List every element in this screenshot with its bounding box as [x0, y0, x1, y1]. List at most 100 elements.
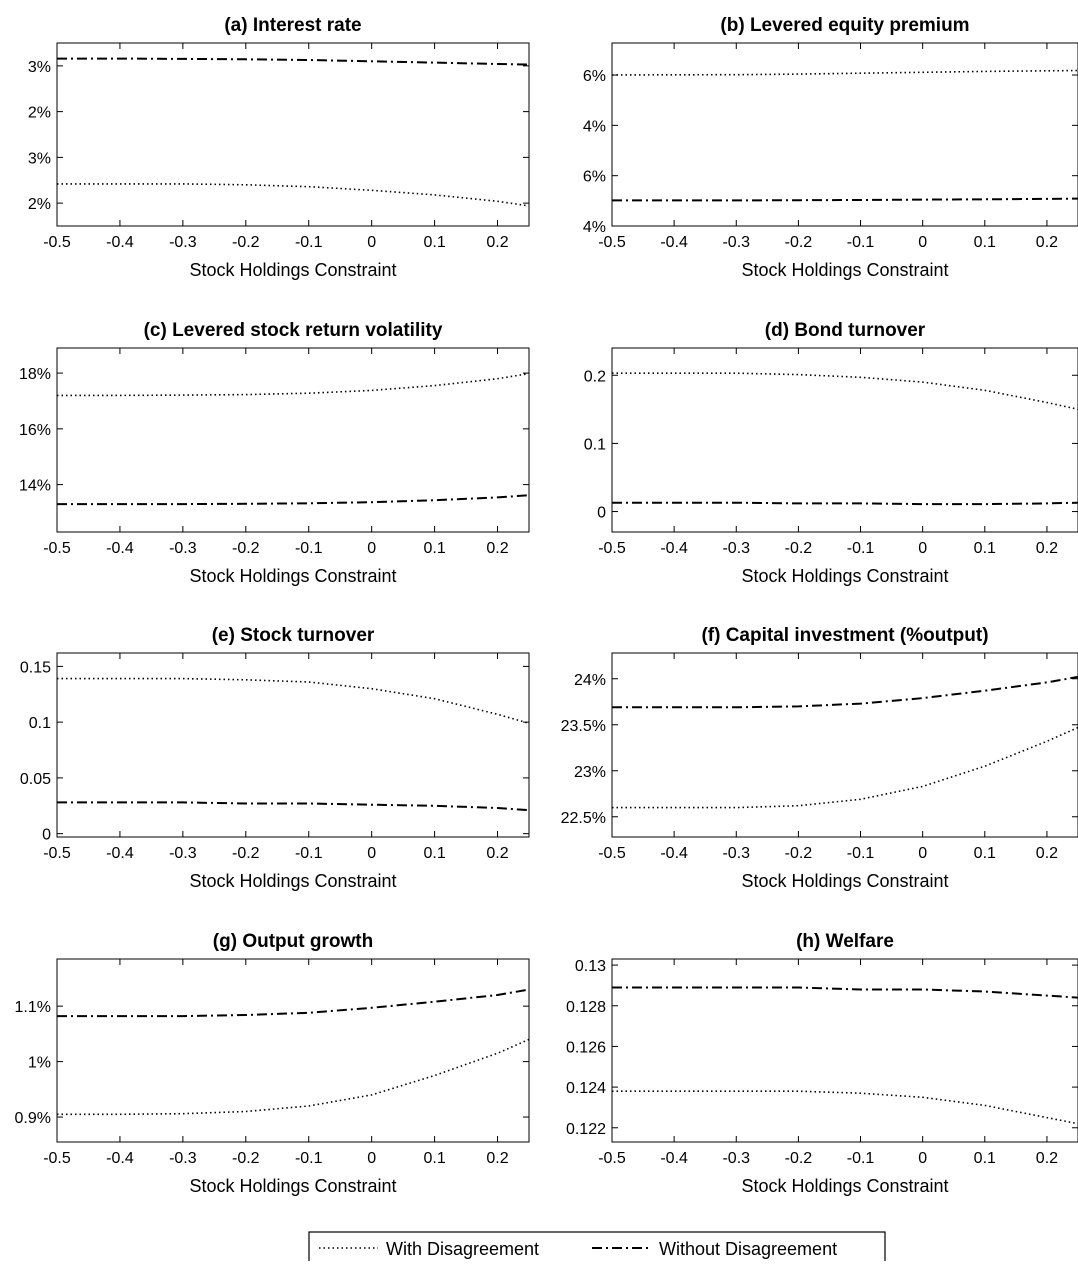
panel-b-axes-box	[611, 42, 1078, 227]
panel-a-xtick-label: -0.1	[295, 234, 323, 251]
panel-e-ytick-label: 0.1	[29, 715, 51, 732]
panel-d-xtick-label: -0.5	[598, 540, 626, 557]
panel-g-xtick-label: 0	[367, 1150, 376, 1167]
panel-f-ytick-label: 23%	[574, 764, 606, 781]
panel-h-axes-box	[611, 958, 1078, 1143]
panel-d-ytick-label: 0.1	[584, 436, 606, 453]
panel-h-ytick-label: 0.126	[566, 1039, 606, 1056]
panel-b-title: (b) Levered equity premium	[720, 15, 969, 36]
panel-b-xtick-label: -0.1	[847, 234, 875, 251]
panel-h-ytick-label: 0.124	[566, 1080, 606, 1097]
panel-h-ytick-label: 0.128	[566, 999, 606, 1016]
panel-f-axes-box	[611, 652, 1078, 838]
panel-b-xtick-label: 0.1	[974, 234, 996, 251]
panel-f-xtick-label: 0.1	[974, 845, 996, 862]
panel-f-xtick-label: 0.2	[1036, 845, 1058, 862]
panel-h-xlabel: Stock Holdings Constraint	[741, 1176, 948, 1196]
panel-h-ytick-label: 0.122	[566, 1121, 606, 1138]
panel-h-xtick-label: -0.4	[660, 1150, 688, 1167]
panel-d-ytick-label: 0.2	[584, 368, 606, 385]
panel-h-xtick-label: -0.2	[785, 1150, 813, 1167]
panel-c-series-without-disagreement	[57, 494, 530, 506]
panel-e-xtick-label: -0.5	[43, 845, 71, 862]
panel-a-ytick-label: 2%	[28, 105, 51, 122]
panel-g-axes-box	[56, 958, 530, 1143]
panel-g-title: (g) Output growth	[213, 931, 373, 952]
panel-g-xtick-label: 0.2	[486, 1150, 508, 1167]
panel-e-xlabel: Stock Holdings Constraint	[189, 871, 396, 891]
panel-a-xtick-label: 0.2	[486, 234, 508, 251]
panel-d-xtick-label: 0	[918, 540, 927, 557]
panel-e: (e) Stock turnover -0.5 -0.4 -0.3 -0.2 -0.1 0 0…	[20, 625, 530, 891]
panel-f-ytick-label: 22.5%	[561, 810, 606, 827]
panel-g-ytick-label: 1.1%	[15, 999, 51, 1016]
panel-d-xtick-label: -0.2	[785, 540, 813, 557]
panel-f-xlabel: Stock Holdings Constraint	[741, 871, 948, 891]
panel-a-xlabel: Stock Holdings Constraint	[189, 260, 396, 280]
panel-a-title: (a) Interest rate	[224, 15, 361, 36]
panel-d-axes-box	[611, 347, 1078, 533]
panel-c: (c) Levered stock return volatility -0.5 -…	[19, 320, 530, 586]
panel-h-series-with-disagreement	[612, 1090, 1078, 1125]
panel-g-xtick-label: -0.2	[232, 1150, 260, 1167]
legend: With Disagreement Without Disagreement	[308, 1231, 886, 1263]
panel-c-title: (c) Levered stock return volatility	[144, 320, 443, 341]
panel-f-ytick-label: 24%	[574, 672, 606, 689]
panel-g-xtick-label: -0.3	[169, 1150, 197, 1167]
panel-g-xtick-label: -0.1	[295, 1150, 323, 1167]
panel-c-xtick-label: -0.2	[232, 540, 260, 557]
panel-g-ytick-label: 1%	[28, 1055, 51, 1072]
panel-g-series-without-disagreement	[57, 988, 530, 1018]
panel-b: (b) Levered equity premium -0.5 -0.4 -0.3 -0…	[583, 15, 1078, 280]
panel-a-xtick-label: 0	[367, 234, 376, 251]
legend-label-with-disagreement: With Disagreement	[386, 1239, 539, 1259]
panel-b-ytick-label: 4%	[583, 219, 606, 236]
panel-b-xtick-label: -0.5	[598, 234, 626, 251]
panel-h-xtick-label: 0	[918, 1150, 927, 1167]
panel-a-xtick-label: -0.2	[232, 234, 260, 251]
panel-f: (f) Capital investment (%output) -0.5 -0.4…	[561, 625, 1078, 891]
panel-h-xtick-label: 0.2	[1036, 1150, 1058, 1167]
panel-d-xtick-label: -0.1	[847, 540, 875, 557]
panel-f-xtick-label: 0	[918, 845, 927, 862]
panel-h-ytick-label: 0.13	[575, 958, 606, 975]
panel-d-xtick-label: -0.3	[722, 540, 750, 557]
panel-f-xtick-label: -0.4	[660, 845, 688, 862]
panel-c-xtick-label: 0.1	[423, 540, 445, 557]
panel-c-ytick-label: 18%	[19, 366, 51, 383]
panel-h-xtick-label: -0.5	[598, 1150, 626, 1167]
panel-f-series-with-disagreement	[612, 726, 1078, 809]
panel-e-xtick-label: -0.2	[232, 845, 260, 862]
panel-e-xtick-label: -0.4	[106, 845, 134, 862]
panel-f-xtick-label: -0.1	[847, 845, 875, 862]
panel-a-xtick-label: -0.3	[169, 234, 197, 251]
panel-b-ytick-label: 4%	[583, 118, 606, 135]
panel-e-axes-box	[56, 652, 530, 838]
legend-label-without-disagreement: Without Disagreement	[659, 1239, 837, 1259]
panel-d-series-without-disagreement	[612, 501, 1078, 506]
panel-f-xtick-label: -0.2	[785, 845, 813, 862]
panel-e-xtick-label: -0.3	[169, 845, 197, 862]
panel-c-xtick-label: -0.1	[295, 540, 323, 557]
panel-b-xlabel: Stock Holdings Constraint	[741, 260, 948, 280]
panel-d-ytick-label: 0	[597, 505, 606, 522]
panel-d: (d) Bond turnover -0.5 -0.4 -0.3 -0.2 -0.1 0 0.…	[584, 320, 1078, 586]
panel-d-xlabel: Stock Holdings Constraint	[741, 566, 948, 586]
panel-b-xtick-label: -0.4	[660, 234, 688, 251]
panel-a-series-without-disagreement	[57, 57, 530, 66]
panel-h-title: (h) Welfare	[796, 931, 894, 952]
panel-h-xtick-label: -0.1	[847, 1150, 875, 1167]
panel-b-xtick-label: 0	[918, 234, 927, 251]
panel-a-ytick-label: 3%	[28, 150, 51, 167]
panel-a-axes-box	[56, 42, 530, 227]
panel-h: (h) Welfare -0.5 -0.4 -0.3 -0.2 -0.1 0 0.1 0.2 0.…	[566, 931, 1078, 1196]
panel-d-xtick-label: -0.4	[660, 540, 688, 557]
panel-c-xtick-label: -0.4	[106, 540, 134, 557]
panel-g-xtick-label: -0.4	[106, 1150, 134, 1167]
panel-h-xtick-label: -0.3	[722, 1150, 750, 1167]
panel-e-ytick-label: 0.15	[20, 659, 51, 676]
panel-c-ytick-label: 14%	[19, 478, 51, 495]
panel-e-ytick-label: 0	[42, 827, 51, 844]
